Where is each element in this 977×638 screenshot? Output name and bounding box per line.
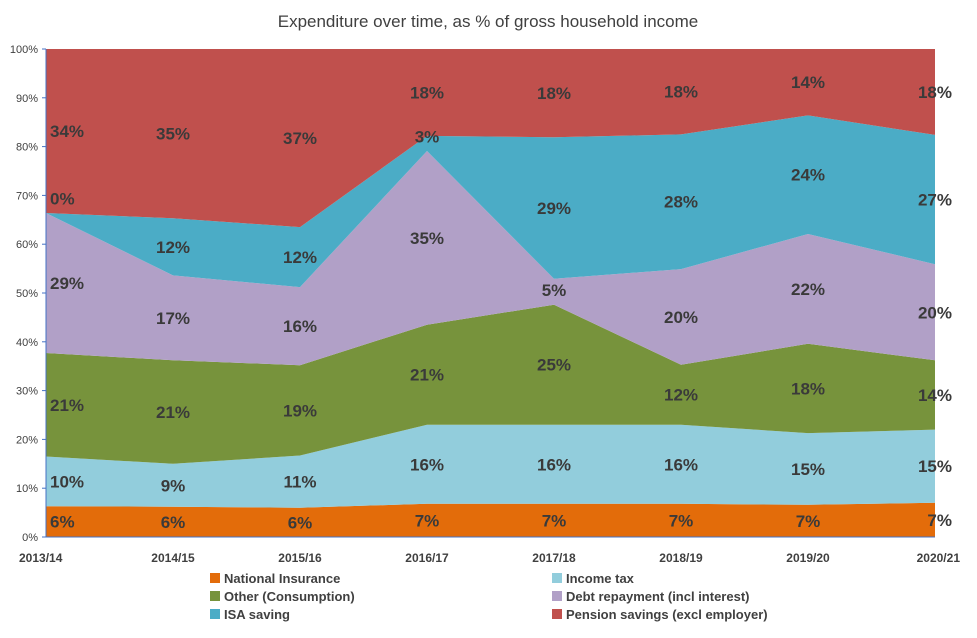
data-label: 11% [283, 473, 316, 492]
data-label: 6% [288, 513, 313, 532]
data-label: 9% [161, 476, 186, 495]
axes-layer: 0% 10% 20% 30% 40% 50% 60% 70% 80% 90% 100% 2013/14… [10, 44, 960, 565]
y-tick-label: 20% [16, 434, 38, 446]
areas-layer [46, 49, 935, 537]
y-tick-label: 40% [16, 337, 38, 349]
area-pension-savings-excl-employer [46, 49, 935, 228]
x-tick-label: 2019/20 [786, 551, 830, 565]
legend-label-national-insurance: National Insurance [224, 571, 340, 586]
legend: National Insurance Income tax Other (Consu… [210, 571, 768, 622]
legend-label-other-consumption: Other (Consumption) [224, 589, 355, 604]
data-label: 24% [791, 166, 825, 185]
data-label: 12% [156, 238, 190, 257]
data-label: 35% [410, 229, 444, 248]
data-label: 20% [664, 308, 698, 327]
data-label: 7% [542, 511, 567, 530]
data-label: 37% [283, 129, 317, 148]
data-label: 21% [50, 396, 84, 415]
data-label: 27% [918, 191, 952, 210]
legend-swatch-isa-saving [210, 609, 220, 619]
data-label: 6% [161, 513, 186, 532]
data-label: 19% [283, 401, 317, 420]
data-label: 14% [791, 73, 825, 92]
y-tick-label: 50% [16, 288, 38, 300]
legend-swatch-debt-repayment-incl-interest [552, 591, 562, 601]
data-label: 18% [791, 379, 825, 398]
y-tick-label: 70% [16, 190, 38, 202]
x-tick-label: 2018/19 [659, 551, 703, 565]
data-label: 34% [50, 122, 84, 141]
area-national-insurance [46, 502, 935, 537]
data-label: 28% [664, 193, 698, 212]
data-label: 15% [918, 457, 952, 476]
data-label: 5% [542, 281, 567, 300]
legend-swatch-national-insurance [210, 573, 220, 583]
y-tick-label: 10% [16, 483, 38, 495]
legend-label-debt-repayment-incl-interest: Debt repayment (incl interest) [566, 589, 750, 604]
x-tick-label: 2014/15 [151, 551, 195, 565]
data-label: 0% [50, 189, 75, 208]
data-label: 7% [669, 511, 694, 530]
data-label: 16% [664, 455, 698, 474]
data-label: 18% [537, 84, 571, 103]
area-isa-saving [46, 115, 935, 288]
data-label: 21% [156, 403, 190, 422]
data-label: 16% [537, 455, 571, 474]
y-tick-label: 30% [16, 386, 38, 398]
data-label: 25% [537, 356, 571, 375]
data-labels-layer: 6% 6% 6% 7% 7% 7% 7% 7% 10% 9% 11% 16% 16% 16% 15% 15% 2… [50, 73, 952, 532]
data-label: 14% [918, 386, 952, 405]
data-label: 15% [791, 460, 825, 479]
data-label: 7% [927, 511, 952, 530]
y-tick-label: 60% [16, 239, 38, 251]
legend-swatch-pension-savings-excl-employer [552, 609, 562, 619]
data-label: 10% [50, 472, 84, 491]
data-label: 29% [50, 274, 84, 293]
chart-title: Expenditure over time, as % of gross hou… [278, 12, 699, 31]
data-label: 6% [50, 513, 75, 532]
data-label: 7% [796, 512, 821, 531]
data-label: 18% [918, 83, 952, 102]
y-tick-label: 90% [16, 93, 38, 105]
x-tick-label: 2020/21 [917, 551, 961, 565]
data-label: 16% [410, 455, 444, 474]
data-label: 18% [410, 83, 444, 102]
area-debt-repayment-incl-interest [46, 151, 935, 366]
data-label: 12% [664, 386, 698, 405]
legend-label-income-tax: Income tax [566, 571, 635, 586]
data-label: 20% [918, 303, 952, 322]
x-tick-label: 2016/17 [405, 551, 449, 565]
data-label: 29% [537, 199, 571, 218]
data-label: 22% [791, 280, 825, 299]
y-tick-label: 80% [16, 142, 38, 154]
data-label: 16% [283, 317, 317, 336]
data-label: 17% [156, 309, 190, 328]
data-label: 18% [664, 83, 698, 102]
data-label: 3% [415, 127, 440, 146]
data-label: 7% [415, 511, 440, 530]
area-income-tax [46, 424, 935, 508]
x-tick-label: 2015/16 [278, 551, 322, 565]
legend-swatch-income-tax [552, 573, 562, 583]
area-other-consumption [46, 304, 935, 464]
y-tick-label: 100% [10, 44, 38, 56]
x-tick-label: 2013/14 [19, 551, 63, 565]
x-tick-label: 2017/18 [532, 551, 576, 565]
data-label: 21% [410, 366, 444, 385]
legend-label-isa-saving: ISA saving [224, 607, 290, 622]
data-label: 35% [156, 125, 190, 144]
data-label: 12% [283, 248, 317, 267]
y-tick-label: 0% [22, 532, 38, 544]
legend-label-pension-savings-excl-employer: Pension savings (excl employer) [566, 607, 768, 622]
legend-swatch-other-consumption [210, 591, 220, 601]
